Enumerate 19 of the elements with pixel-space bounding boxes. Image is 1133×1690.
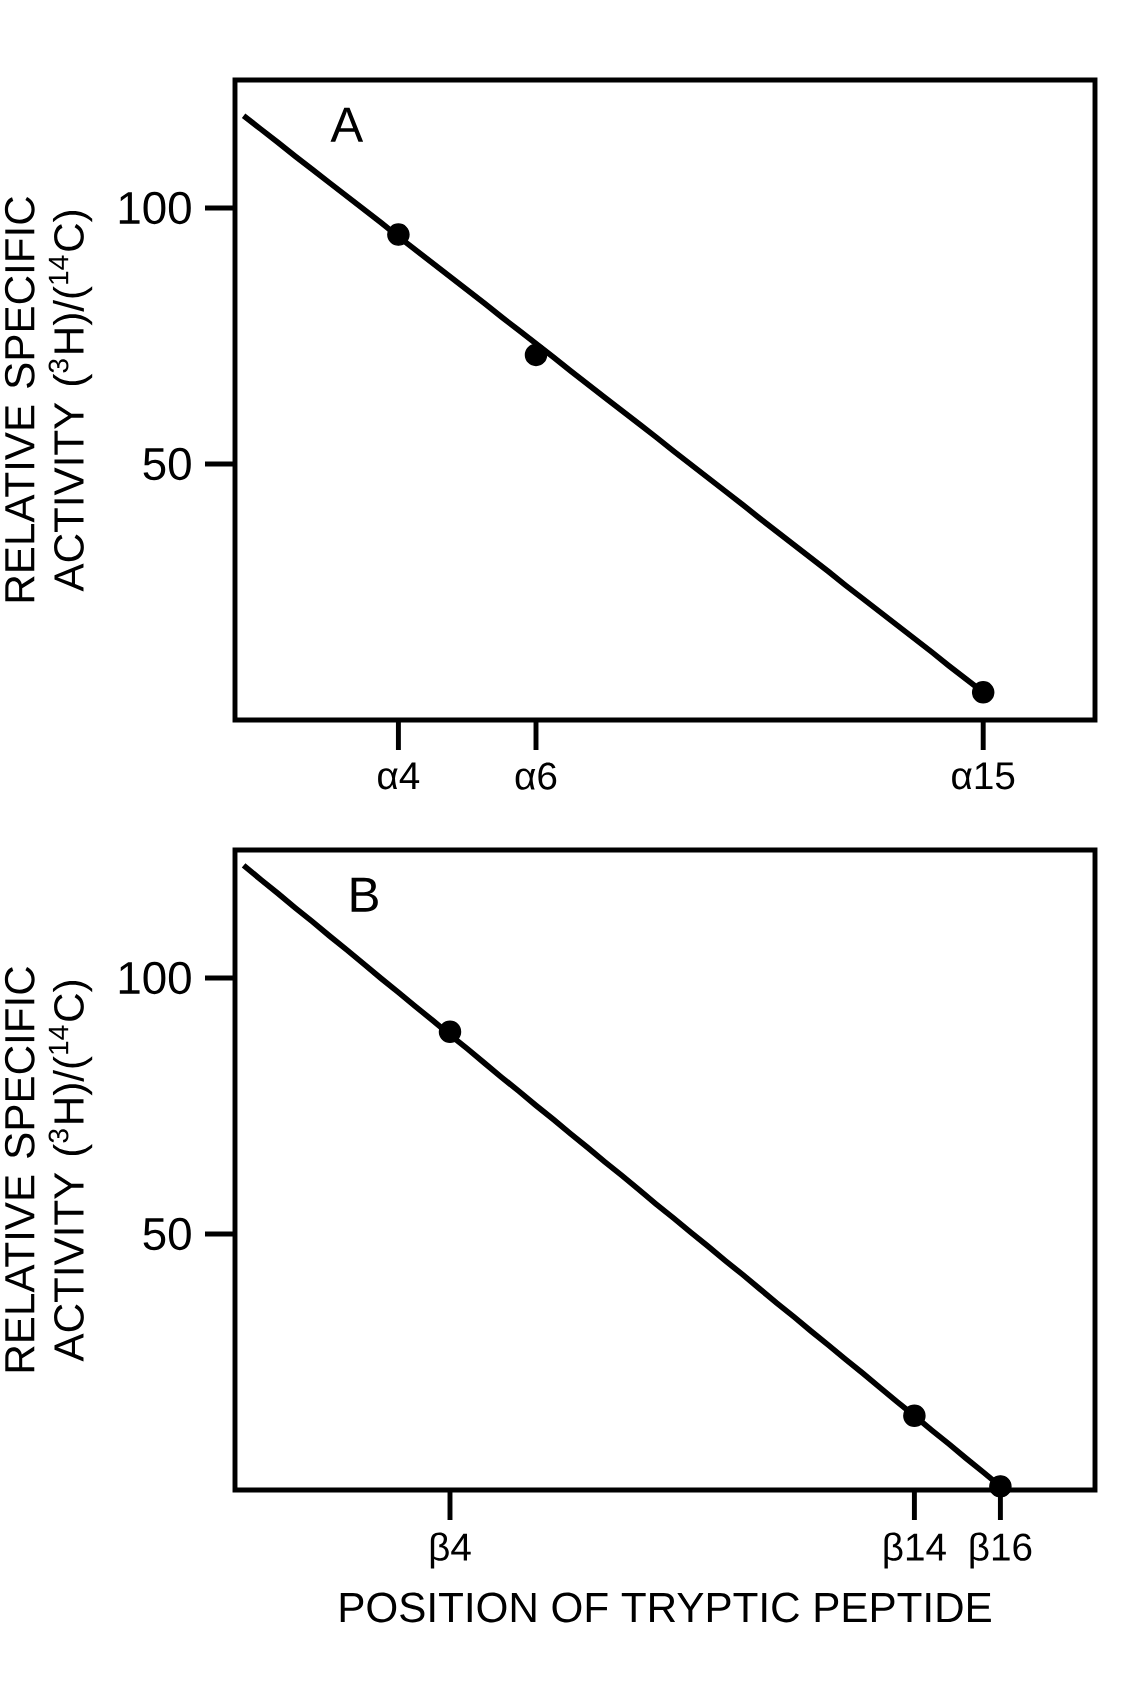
x-tick-label: β4 xyxy=(430,1532,471,1569)
x-tick-label: β14 xyxy=(884,1532,946,1569)
point xyxy=(387,223,410,246)
point xyxy=(903,1404,926,1427)
point xyxy=(971,681,995,704)
x-tick-label: β16 xyxy=(970,1532,1032,1569)
y-tick-label: 50 xyxy=(143,1217,191,1251)
x-axis-title: POSITION OF TRYPTIC PEPTIDE xyxy=(340,1592,991,1623)
annotation: A xyxy=(330,107,364,142)
x-tick-label: α15 xyxy=(952,762,1015,790)
x-tick-label: α4 xyxy=(378,762,420,790)
y-tick-label: 100 xyxy=(119,961,191,995)
y-tick-label: 100 xyxy=(119,191,191,225)
point xyxy=(524,343,548,367)
point xyxy=(989,1475,1012,1498)
y-tick-label: 50 xyxy=(143,447,191,481)
x-tick-label: α6 xyxy=(515,762,557,790)
annotation: B xyxy=(351,877,378,912)
point xyxy=(438,1020,462,1043)
